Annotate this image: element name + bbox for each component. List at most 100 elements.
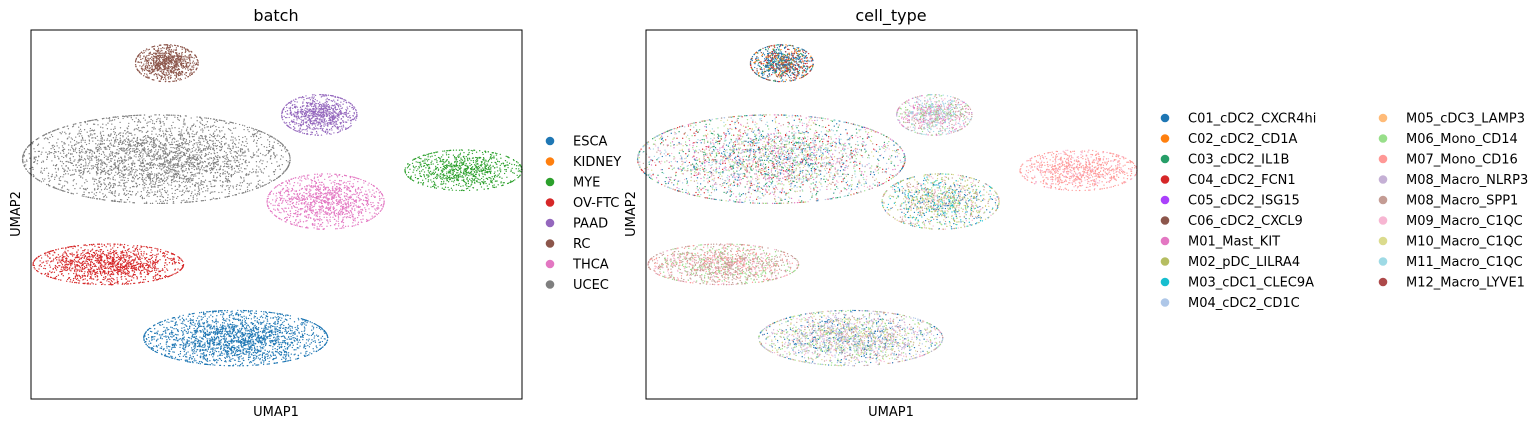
scatter-point — [170, 135, 172, 137]
scatter-point — [122, 117, 124, 120]
scatter-point — [62, 176, 64, 178]
scatter-point — [213, 135, 215, 138]
scatter-point — [61, 141, 63, 143]
scatter-point — [213, 124, 215, 127]
scatter-point — [152, 159, 154, 161]
scatter-point — [164, 160, 166, 162]
scatter-point — [226, 156, 228, 158]
scatter-point — [188, 141, 191, 144]
scatter-point — [314, 114, 316, 116]
scatter-point — [301, 113, 304, 116]
scatter-point — [146, 59, 149, 62]
scatter-point — [173, 70, 175, 72]
scatter-point — [307, 116, 310, 118]
scatter-point — [156, 62, 158, 64]
scatter-point — [167, 49, 169, 52]
scatter-point — [132, 148, 134, 150]
scatter-point — [203, 145, 206, 147]
scatter-point — [65, 165, 67, 167]
scatter-point — [118, 194, 120, 196]
scatter-point — [342, 126, 345, 128]
scatter-point — [222, 184, 224, 186]
scatter-point — [142, 57, 144, 60]
scatter-point — [209, 157, 211, 159]
scatter-point — [86, 123, 88, 125]
scatter-point — [342, 103, 344, 105]
scatter-point — [146, 125, 149, 127]
scatter-point — [47, 153, 49, 155]
scatter-point — [181, 200, 183, 202]
scatter-point — [158, 164, 160, 167]
scatter-point — [126, 167, 128, 169]
scatter-point — [257, 131, 259, 133]
scatter-point — [157, 151, 159, 153]
scatter-point — [293, 121, 295, 123]
scatter-point — [209, 148, 212, 151]
scatter-point — [263, 146, 265, 148]
scatter-point — [177, 59, 179, 61]
scatter-point — [324, 111, 326, 114]
scatter-point — [191, 174, 194, 176]
scatter-point — [140, 61, 142, 63]
scatter-point — [143, 68, 145, 70]
scatter-point — [191, 126, 193, 128]
scatter-point — [183, 137, 186, 140]
scatter-point — [154, 164, 157, 166]
scatter-point — [320, 107, 322, 110]
scatter-point — [74, 148, 76, 151]
scatter-point — [166, 45, 169, 47]
scatter-point — [148, 183, 151, 185]
scatter-point — [153, 74, 155, 76]
scatter-point — [99, 168, 101, 171]
scatter-point — [113, 194, 115, 197]
scatter-point — [153, 137, 155, 139]
scatter-point — [171, 143, 174, 146]
scatter-point — [143, 164, 145, 167]
scatter-point — [270, 149, 272, 151]
scatter-point — [160, 78, 162, 80]
scatter-point — [183, 185, 186, 188]
scatter-point — [190, 151, 192, 153]
scatter-point — [334, 101, 336, 103]
scatter-point — [126, 150, 128, 152]
scatter-point — [181, 74, 183, 76]
scatter-point — [62, 190, 65, 192]
scatter-point — [118, 160, 121, 162]
scatter-point — [138, 130, 140, 132]
scatter-point — [181, 166, 183, 168]
scatter-point — [114, 152, 116, 155]
scatter-point — [212, 191, 214, 193]
scatter-point — [200, 182, 202, 184]
scatter-point — [150, 61, 152, 64]
scatter-point — [191, 65, 193, 67]
scatter-point — [129, 147, 132, 150]
scatter-point — [205, 135, 207, 137]
scatter-point — [206, 126, 208, 128]
scatter-point — [115, 171, 117, 173]
scatter-point — [96, 149, 99, 151]
scatter-point — [335, 103, 338, 106]
scatter-point — [95, 119, 97, 121]
scatter-point — [225, 122, 227, 124]
scatter-point — [120, 199, 123, 201]
scatter-point — [85, 165, 87, 167]
scatter-point — [236, 165, 238, 168]
scatter-point — [334, 106, 336, 108]
scatter-point — [312, 120, 314, 122]
scatter-point — [212, 118, 215, 120]
scatter-point — [164, 152, 167, 155]
scatter-point — [166, 166, 168, 168]
scatter-point — [47, 175, 49, 177]
scatter-point — [169, 198, 171, 201]
scatter-point — [279, 144, 281, 147]
scatter-point — [333, 99, 335, 101]
scatter-point — [73, 144, 76, 147]
scatter-point — [309, 119, 311, 121]
scatter-point — [331, 115, 333, 117]
scatter-point — [121, 115, 124, 117]
scatter-point — [188, 158, 191, 160]
scatter-point — [286, 103, 288, 105]
scatter-point — [134, 172, 136, 174]
scatter-point — [113, 140, 116, 142]
scatter-point — [91, 129, 94, 131]
